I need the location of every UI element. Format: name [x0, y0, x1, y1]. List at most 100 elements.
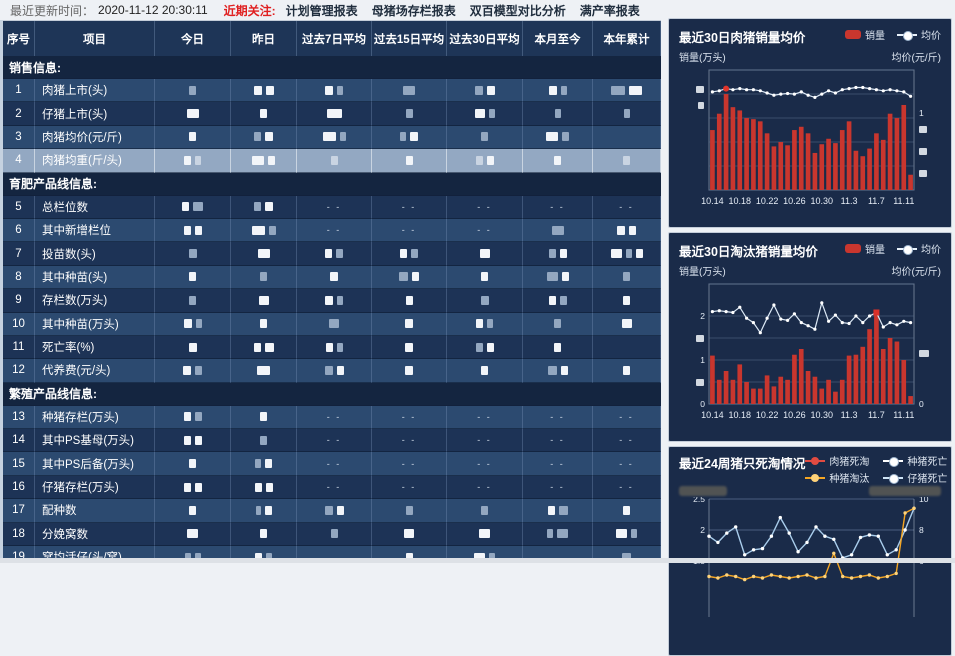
table-row[interactable]: 11 死亡率(%)	[3, 335, 661, 360]
row-label-cell: 其中种苗(头)	[35, 265, 155, 290]
value-cell	[593, 265, 661, 290]
value-cell	[593, 125, 661, 150]
value-cell	[231, 359, 297, 383]
value-cell	[593, 242, 661, 266]
value-cell: - -	[593, 405, 661, 430]
value-cell: - -	[593, 475, 661, 500]
series-dot	[707, 574, 711, 579]
table-row[interactable]: 2 仔猪上市(头)	[3, 102, 661, 126]
bar	[785, 145, 790, 190]
line-dot	[888, 88, 892, 92]
table-row[interactable]: 10 其中种苗(万头)	[3, 312, 661, 336]
redacted-value-block	[264, 505, 272, 515]
value-cell: - -	[523, 195, 593, 219]
column-header: 项目	[35, 21, 155, 56]
redacted-value-block	[194, 225, 202, 235]
value-cell	[231, 289, 297, 313]
redacted-value-block	[188, 249, 197, 259]
table-row[interactable]: 7 投苗数(头)	[3, 242, 661, 266]
table-row[interactable]: 17 配种数	[3, 499, 661, 523]
table-row[interactable]: 5 总栏位数 - - - - - - - - - -	[3, 195, 661, 219]
no-data-dashes: - -	[326, 482, 342, 493]
series-dot	[903, 511, 907, 515]
table-row[interactable]: 1 肉猪上市(头)	[3, 79, 661, 103]
legend-item-2[interactable]: 均价	[897, 27, 941, 42]
value-cell	[372, 265, 447, 290]
value-cell: - -	[372, 405, 447, 430]
row-number-cell: 17	[3, 499, 35, 523]
table-row[interactable]: 3 肉猪均价(元/斤)	[3, 125, 661, 150]
legend-item-1[interactable]: 销量	[845, 27, 885, 42]
line-dot	[827, 89, 831, 93]
table-row[interactable]: 6 其中新增栏位 - - - - - -	[3, 218, 661, 243]
value-cell	[231, 475, 297, 500]
legend-item-1[interactable]: 肉猪死淘	[805, 453, 869, 468]
redacted-value-block	[325, 85, 333, 95]
redacted-value-block	[562, 132, 569, 142]
bar	[853, 354, 859, 404]
bar	[839, 379, 845, 404]
redacted-value-block	[255, 552, 262, 562]
topbar-link-1[interactable]: 计划管理报表	[285, 3, 358, 18]
topbar-link-2[interactable]: 母猪场存栏报表	[371, 3, 456, 18]
line-dot	[847, 87, 851, 91]
series-dot	[734, 574, 738, 579]
redacted-value-block	[617, 225, 625, 235]
redacted-value-block	[629, 225, 636, 235]
no-data-dashes: - -	[326, 225, 342, 236]
redacted-value-block	[336, 365, 344, 375]
table-row[interactable]: 18 分娩窝数	[3, 522, 661, 547]
series-dot	[814, 576, 818, 580]
table-row[interactable]: 9 存栏数(万头)	[3, 289, 661, 313]
legend-item-1[interactable]: 销量	[845, 241, 885, 256]
bar	[785, 379, 790, 404]
no-data-dashes: - -	[619, 411, 634, 422]
value-cell	[447, 499, 523, 523]
redacted-value-block	[481, 132, 488, 142]
no-data-dashes: - -	[619, 458, 634, 469]
legend-item-2[interactable]: 均价	[897, 241, 941, 256]
value-cell	[523, 149, 593, 173]
redacted-value-block	[481, 505, 488, 515]
line-dot	[868, 87, 872, 91]
legend-item-4[interactable]: 仔猪死亡	[883, 470, 947, 485]
table-row[interactable]: 13 种猪存栏(万头) - - - - - - - - - -	[3, 405, 661, 430]
value-cell	[297, 335, 372, 360]
table-row[interactable]: 14 其中PS基母(万头) - - - - - - - - - -	[3, 429, 661, 453]
redacted-value-block	[616, 529, 627, 539]
redacted-value-block	[182, 202, 189, 212]
update-time-value: 2020-11-12 20:30:11	[98, 3, 208, 17]
no-data-dashes: - -	[619, 435, 634, 446]
series-dot	[823, 534, 827, 538]
value-cell	[155, 405, 231, 430]
table-row[interactable]: 12 代养费(元/头)	[3, 359, 661, 383]
redacted-value-block	[474, 109, 485, 119]
redacted-value-block	[410, 132, 418, 142]
table-row[interactable]: 15 其中PS后备(万头) - - - - - - - - - -	[3, 452, 661, 476]
redacted-value-block	[546, 132, 558, 142]
no-data-dashes: - -	[477, 201, 492, 212]
bar	[833, 391, 838, 404]
series-dot	[841, 574, 845, 579]
bar	[880, 349, 886, 404]
topbar-link-3[interactable]: 双百模型对比分析	[469, 3, 566, 18]
value-cell	[372, 546, 447, 563]
value-cell	[372, 102, 447, 126]
redacted-value-block	[265, 482, 273, 492]
redacted-value-block	[623, 155, 630, 165]
value-cell	[155, 499, 231, 523]
row-label-cell: 投苗数(头)	[35, 242, 155, 266]
table-row[interactable]: 4 肉猪均重(斤/头)	[3, 149, 661, 173]
avg-price-line	[712, 300, 911, 334]
table-row[interactable]: 8 其中种苗(头)	[3, 265, 661, 290]
redacted-axis-tick	[696, 335, 704, 342]
topbar-link-4[interactable]: 满产率报表	[579, 3, 640, 18]
series-dot	[805, 573, 809, 577]
table-row[interactable]: 16 仔猪存栏(万头) - - - - - - - - - -	[3, 475, 661, 500]
line-dot	[779, 317, 783, 321]
legend-item-2[interactable]: 种猪死亡	[883, 453, 947, 468]
line-dot	[840, 321, 844, 325]
legend-item-3[interactable]: 种猪淘汰	[805, 470, 869, 485]
column-header: 过去30日平均	[447, 21, 523, 56]
line-dot	[861, 321, 865, 325]
